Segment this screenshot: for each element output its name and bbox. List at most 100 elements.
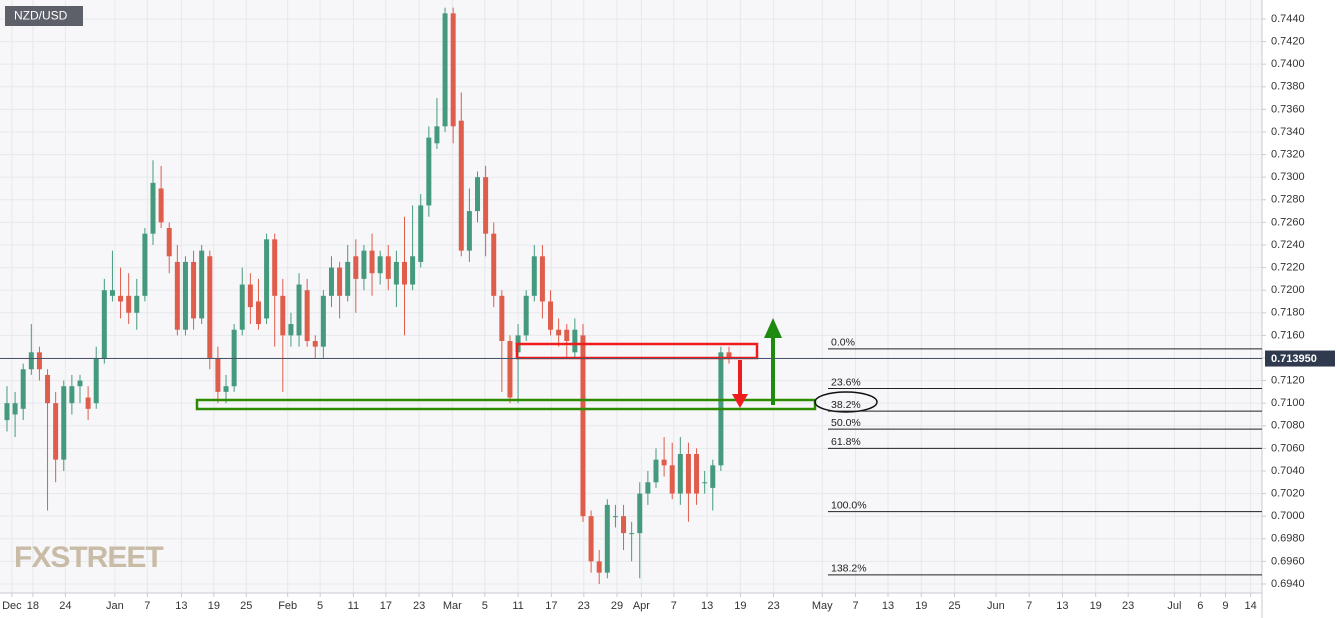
x-tick-label: 23 bbox=[413, 600, 425, 612]
candle-body bbox=[158, 188, 164, 223]
x-tick-label: Jul bbox=[1167, 600, 1181, 612]
y-tick-label: 0.6980 bbox=[1271, 533, 1305, 545]
candle-body bbox=[36, 352, 42, 370]
y-tick-label: 0.7260 bbox=[1271, 216, 1305, 228]
candle-body bbox=[28, 352, 34, 370]
candle-body bbox=[653, 459, 659, 483]
candle-body bbox=[223, 386, 229, 392]
x-tick-label: 23 bbox=[1122, 600, 1134, 612]
candle-body bbox=[296, 284, 302, 336]
candle-body bbox=[45, 374, 51, 404]
x-tick-label: 7 bbox=[144, 600, 150, 612]
y-tick-label: 0.7060 bbox=[1271, 442, 1305, 454]
candle-body bbox=[264, 239, 270, 319]
candle-body bbox=[191, 261, 197, 319]
down-arrow-head bbox=[732, 394, 748, 408]
y-tick-label: 0.7300 bbox=[1271, 171, 1305, 183]
chart-title: NZD/USD bbox=[14, 9, 68, 23]
candle-body bbox=[328, 267, 334, 296]
y-tick-label: 0.7160 bbox=[1271, 329, 1305, 341]
y-tick-label: 0.7380 bbox=[1271, 81, 1305, 93]
candle-body bbox=[393, 261, 399, 285]
candle-body bbox=[637, 493, 643, 534]
candle-body bbox=[93, 357, 99, 404]
x-tick-label: 9 bbox=[1222, 600, 1228, 612]
candle-body bbox=[596, 561, 602, 573]
candle-body bbox=[345, 261, 351, 296]
x-tick-label: 17 bbox=[380, 600, 392, 612]
x-tick-label: 18 bbox=[27, 600, 39, 612]
x-tick-label: 14 bbox=[1245, 600, 1257, 612]
candle-body bbox=[369, 250, 375, 274]
candle-body bbox=[483, 177, 489, 234]
candle-body bbox=[475, 177, 481, 212]
candle-body bbox=[377, 256, 383, 274]
candle-body bbox=[604, 504, 610, 573]
candle-body bbox=[401, 261, 407, 285]
candle-body bbox=[434, 126, 440, 144]
x-tick-label: 13 bbox=[1056, 600, 1068, 612]
x-tick-label: 6 bbox=[1197, 600, 1203, 612]
y-tick-label: 0.7400 bbox=[1271, 58, 1305, 70]
candle-body bbox=[572, 329, 578, 353]
x-tick-label: Jan bbox=[106, 600, 124, 612]
x-tick-label: 11 bbox=[348, 600, 359, 612]
y-tick-label: 0.7440 bbox=[1271, 13, 1305, 25]
candle-body bbox=[556, 329, 562, 336]
candle-body bbox=[426, 137, 432, 206]
candle-body bbox=[134, 295, 140, 313]
candle-body bbox=[312, 341, 318, 347]
x-tick-label: 19 bbox=[208, 600, 220, 612]
y-tick-label: 0.7220 bbox=[1271, 261, 1305, 273]
x-tick-label: 23 bbox=[578, 600, 590, 612]
candle-body bbox=[499, 295, 505, 342]
candle-body bbox=[77, 380, 83, 387]
x-tick-label: Mar bbox=[443, 600, 462, 612]
candle-body bbox=[523, 295, 529, 336]
candle-body bbox=[385, 256, 391, 279]
y-tick-label: 0.7240 bbox=[1271, 239, 1305, 251]
fib-label: 50.0% bbox=[831, 417, 861, 429]
watermark: FXSTREET bbox=[14, 541, 163, 574]
x-tick-label: Dec bbox=[2, 600, 22, 612]
candle-body bbox=[272, 239, 278, 296]
up-arrow-head bbox=[764, 318, 782, 338]
candle-body bbox=[239, 284, 245, 330]
candle-body bbox=[337, 267, 343, 296]
candle-body bbox=[677, 454, 683, 494]
candle-body bbox=[118, 295, 124, 302]
candle-body bbox=[361, 250, 367, 279]
candle-body bbox=[150, 182, 156, 234]
candle-body bbox=[661, 459, 667, 466]
x-tick-label: 7 bbox=[671, 600, 677, 612]
y-tick-label: 0.6940 bbox=[1271, 578, 1305, 590]
candle-body bbox=[548, 301, 554, 330]
candle-body bbox=[466, 211, 472, 251]
y-tick-label: 0.7320 bbox=[1271, 148, 1305, 160]
y-tick-label: 0.7340 bbox=[1271, 126, 1305, 138]
candle-body bbox=[142, 233, 148, 296]
candle-body bbox=[215, 357, 221, 392]
candle-body bbox=[580, 335, 586, 517]
candle-body bbox=[450, 13, 456, 127]
x-tick-label: Apr bbox=[633, 600, 650, 612]
candle-body bbox=[442, 13, 448, 127]
fib-label: 138.2% bbox=[831, 563, 867, 575]
y-tick-label: 0.7360 bbox=[1271, 103, 1305, 115]
candle-body bbox=[645, 482, 651, 494]
last-price-badge bbox=[1265, 350, 1335, 367]
candle-body bbox=[199, 250, 205, 319]
x-tick-label: 25 bbox=[240, 600, 252, 612]
candle-body bbox=[531, 256, 537, 296]
candle-body bbox=[564, 329, 570, 342]
candle-body bbox=[4, 403, 10, 421]
x-tick-label: 25 bbox=[948, 600, 960, 612]
candle-body bbox=[539, 256, 545, 302]
x-tick-label: 13 bbox=[701, 600, 713, 612]
y-tick-label: 0.7280 bbox=[1271, 194, 1305, 206]
y-tick-label: 0.6960 bbox=[1271, 555, 1305, 567]
candle-body bbox=[710, 465, 716, 488]
y-tick-label: 0.7200 bbox=[1271, 284, 1305, 296]
